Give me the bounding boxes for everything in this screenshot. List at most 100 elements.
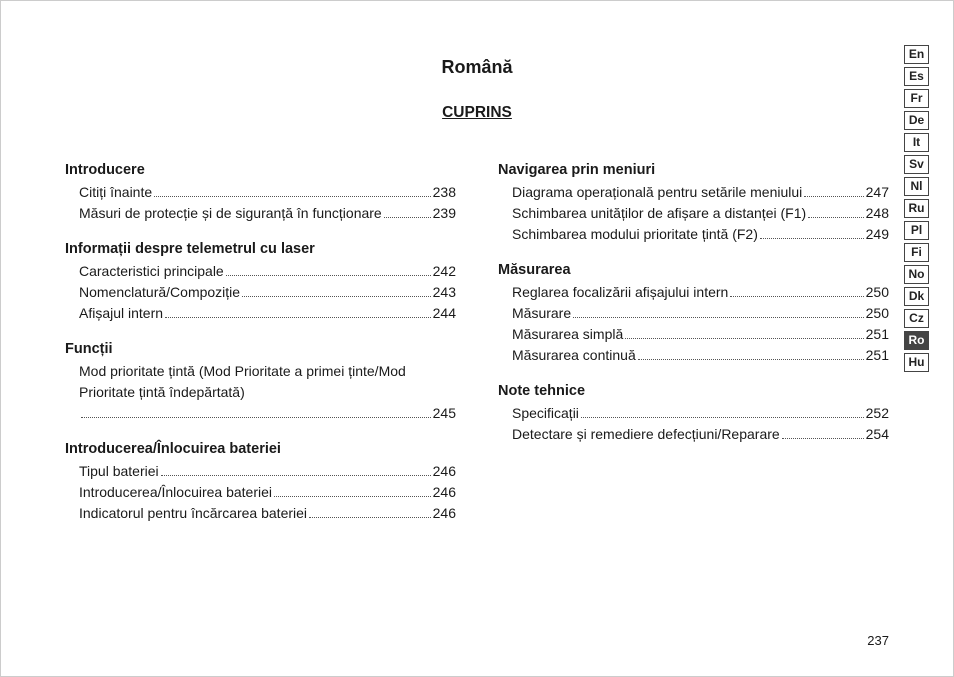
toc-entry-page: 246 — [433, 461, 456, 482]
toc-entry[interactable]: Nomenclatură/Compoziție 243 — [79, 282, 456, 303]
toc-entry[interactable]: Schimbarea unităților de afișare a dista… — [512, 203, 889, 224]
lang-tab-fi[interactable]: Fi — [904, 243, 929, 262]
toc-leader — [242, 296, 431, 297]
toc-entry-text: Afișajul intern — [79, 303, 163, 324]
toc-entry-page: 251 — [866, 345, 889, 366]
toc-entry-page: 245 — [433, 403, 456, 424]
lang-tab-pl[interactable]: Pl — [904, 221, 929, 240]
toc-entry-page: 252 — [866, 403, 889, 424]
toc-section: Introducerea/Înlocuirea baterieiTipul ba… — [65, 441, 456, 524]
toc-entry-page: 251 — [866, 324, 889, 345]
toc-entry[interactable]: Tipul bateriei 246 — [79, 461, 456, 482]
toc-entry-page: 238 — [433, 182, 456, 203]
toc-entry-page: 243 — [433, 282, 456, 303]
toc-leader — [804, 196, 863, 197]
toc-leader — [573, 317, 864, 318]
toc-entry[interactable]: Măsuri de protecție și de siguranță în f… — [79, 203, 456, 224]
section-heading: Măsurarea — [498, 262, 889, 278]
toc-leader — [165, 317, 431, 318]
toc-leader — [309, 517, 431, 518]
toc-entry-page: 246 — [433, 503, 456, 524]
toc-entry[interactable]: Măsurarea continuă 251 — [512, 345, 889, 366]
toc-leader — [782, 438, 864, 439]
toc-entry-page: 254 — [866, 424, 889, 445]
toc-section: Măsurarea Reglarea focalizării afișajului… — [498, 262, 889, 366]
lang-tab-dk[interactable]: Dk — [904, 287, 929, 306]
toc-leader — [730, 296, 863, 297]
lang-tab-fr[interactable]: Fr — [904, 89, 929, 108]
toc-entry-text: Mod prioritate țintă (Mod Prioritate a p… — [79, 361, 456, 403]
toc-section: Navigarea prin meniuriDiagrama operațion… — [498, 162, 889, 245]
toc-entry[interactable]: Citiți înainte 238 — [79, 182, 456, 203]
toc-entry-page: 244 — [433, 303, 456, 324]
toc-entry-page: 239 — [433, 203, 456, 224]
toc-entry-page: 242 — [433, 261, 456, 282]
toc-leader — [638, 359, 864, 360]
toc-entry-page: 246 — [433, 482, 456, 503]
toc-entry[interactable]: Schimbarea modului prioritate țintă (F2)… — [512, 224, 889, 245]
toc-entry-text: Diagrama operațională pentru setările me… — [512, 182, 802, 203]
toc-section: FuncțiiMod prioritate țintă (Mod Priorit… — [65, 341, 456, 424]
toc-entry-text: Nomenclatură/Compoziție — [79, 282, 240, 303]
toc-section: Informații despre telemetrul cu laser Car… — [65, 241, 456, 324]
lang-tab-en[interactable]: En — [904, 45, 929, 64]
toc-leader — [808, 217, 863, 218]
toc-entry-text: Introducerea/Înlocuirea bateriei — [79, 482, 272, 503]
toc-leader — [625, 338, 863, 339]
toc-leader — [154, 196, 430, 197]
lang-tab-hu[interactable]: Hu — [904, 353, 929, 372]
toc-entry-text: Măsurarea continuă — [512, 345, 636, 366]
lang-tab-ro[interactable]: Ro — [904, 331, 929, 350]
toc-entry-text: Tipul bateriei — [79, 461, 159, 482]
toc-entry-text: Detectare și remediere defecțiuni/Repara… — [512, 424, 780, 445]
page-number: 237 — [867, 633, 889, 648]
toc-entry-page: 247 — [866, 182, 889, 203]
toc-entry[interactable]: Măsurarea simplă251 — [512, 324, 889, 345]
language-tabs: En Es Fr De It Sv Nl Ru Pl Fi No Dk Cz Ro Hu — [904, 45, 929, 372]
toc-entry-text: Măsuri de protecție și de siguranță în f… — [79, 203, 382, 224]
lang-tab-cz[interactable]: Cz — [904, 309, 929, 328]
lang-tab-nl[interactable]: Nl — [904, 177, 929, 196]
toc-entry-page: 250 — [866, 282, 889, 303]
toc-left-column: IntroducereCitiți înainte238Măsuri de pr… — [65, 162, 456, 541]
lang-tab-ru[interactable]: Ru — [904, 199, 929, 218]
toc-entry[interactable]: Indicatorul pentru încărcarea bateriei 24… — [79, 503, 456, 524]
toc-entry-text: Specificații — [512, 403, 579, 424]
toc-entry-text: Măsurare — [512, 303, 571, 324]
toc-entry-page: 248 — [866, 203, 889, 224]
toc-entry-text: Indicatorul pentru încărcarea bateriei — [79, 503, 307, 524]
toc-leader — [760, 238, 864, 239]
toc-leader — [226, 275, 431, 276]
page-title: Română — [65, 57, 889, 78]
toc-entry[interactable]: Mod prioritate țintă (Mod Prioritate a p… — [79, 361, 456, 424]
toc-entry[interactable]: Detectare și remediere defecțiuni/Repara… — [512, 424, 889, 445]
toc-entry[interactable]: Reglarea focalizării afișajului intern25… — [512, 282, 889, 303]
section-heading: Informații despre telemetrul cu laser — [65, 241, 456, 257]
toc-entry[interactable]: Diagrama operațională pentru setările me… — [512, 182, 889, 203]
toc-leader — [274, 496, 431, 497]
toc-leader — [161, 475, 431, 476]
toc-section: Note tehnice Specificații 252 Detectare și … — [498, 383, 889, 445]
toc-entry[interactable]: Caracteristici principale 242 — [79, 261, 456, 282]
toc-entry-page: 250 — [866, 303, 889, 324]
toc-heading: CUPRINS — [65, 104, 889, 122]
lang-tab-it[interactable]: It — [904, 133, 929, 152]
lang-tab-es[interactable]: Es — [904, 67, 929, 86]
lang-tab-de[interactable]: De — [904, 111, 929, 130]
toc-entry[interactable]: Măsurare 250 — [512, 303, 889, 324]
toc-entry[interactable]: Introducerea/Înlocuirea bateriei 246 — [79, 482, 456, 503]
toc-entry-text: Schimbarea modului prioritate țintă (F2) — [512, 224, 758, 245]
toc-entry[interactable]: Specificații 252 — [512, 403, 889, 424]
toc-leader — [81, 417, 431, 418]
toc-leader — [581, 417, 864, 418]
toc-entry[interactable]: Afișajul intern 244 — [79, 303, 456, 324]
toc-columns: IntroducereCitiți înainte238Măsuri de pr… — [65, 162, 889, 541]
toc-entry-text: Citiți înainte — [79, 182, 152, 203]
lang-tab-no[interactable]: No — [904, 265, 929, 284]
lang-tab-sv[interactable]: Sv — [904, 155, 929, 174]
toc-entry-page: 249 — [866, 224, 889, 245]
toc-entry-text: Schimbarea unităților de afișare a dista… — [512, 203, 806, 224]
section-heading: Note tehnice — [498, 383, 889, 399]
toc-leader — [384, 217, 431, 218]
toc-entry-text: Caracteristici principale — [79, 261, 224, 282]
